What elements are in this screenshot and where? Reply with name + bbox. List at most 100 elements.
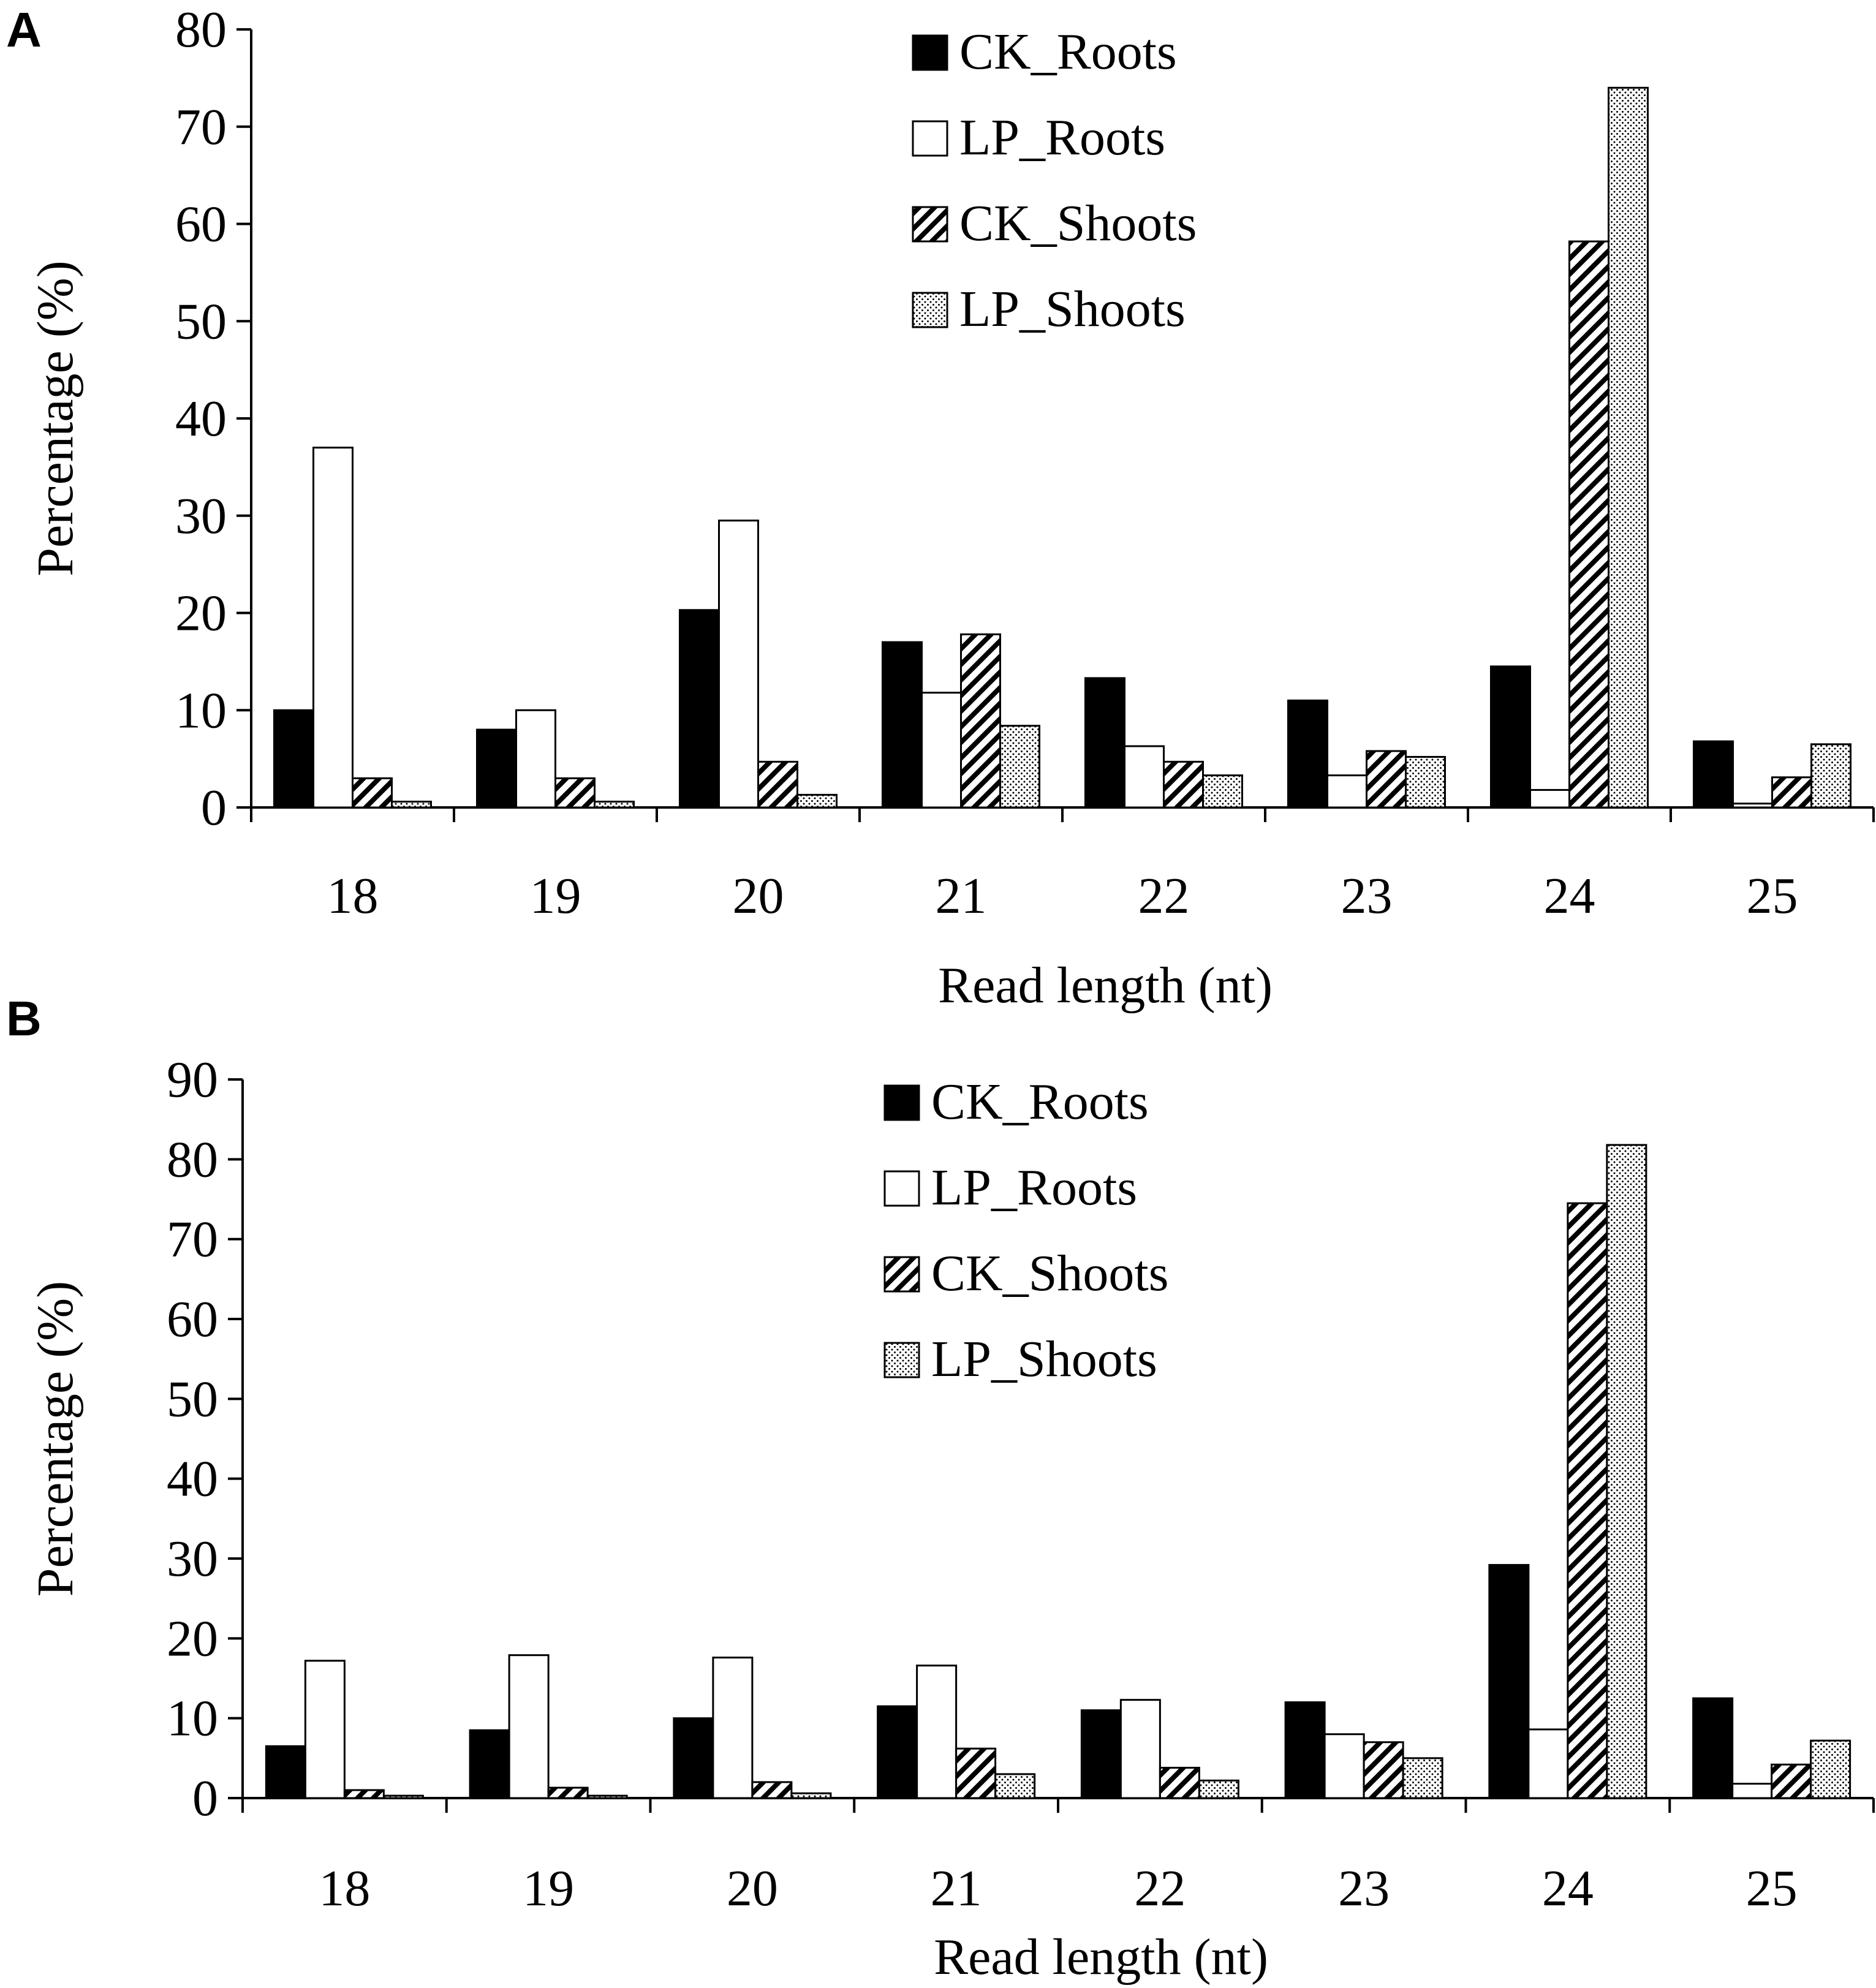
panel-b-bar-lp-shoots-19 (586, 1794, 628, 1799)
panel-b-x-tick-label: 21 (931, 1860, 982, 1917)
panel-b-y-axis-title: Percentage (%) (27, 1281, 84, 1597)
panel-a-bar-ck-shoots-19 (554, 777, 596, 809)
panel-a-bar-ck-shoots-24 (1568, 240, 1609, 809)
panel-a-y-tick-label: 20 (175, 585, 227, 642)
panel-a-x-tick-label: 25 (1747, 867, 1798, 924)
panel-a-x-tick-label: 22 (1138, 867, 1190, 924)
panel-b-bar-ck-shoots-25 (1771, 1763, 1812, 1799)
panel-b-legend-label-lp-roots: LP_Roots (931, 1159, 1137, 1216)
panel-a-bar-ck-roots-21 (882, 641, 923, 809)
panel-a-y-tick-label: 0 (201, 779, 227, 836)
panel-b-y-tick-label: 10 (167, 1690, 218, 1747)
panel-a-bar-lp-shoots-18 (391, 800, 432, 809)
panel-a-bar-lp-roots-19 (515, 709, 556, 809)
panel-a-y-tick-label: 10 (175, 682, 227, 739)
panel-a-bar-lp-shoots-23 (1405, 755, 1446, 809)
panel-b-bar-ck-roots-18 (265, 1745, 306, 1799)
panel-a-bar-ck-shoots-20 (757, 760, 798, 809)
panel-b-bar-lp-roots-24 (1527, 1728, 1569, 1799)
panel-b-bar-lp-roots-21 (916, 1665, 958, 1799)
panel-a-bar-ck-shoots-22 (1163, 760, 1204, 809)
panel-b-chart: B 0 10 20 30 40 50 60 70 80 90 18 19 20 21 22 23 24 25 Read… (6, 991, 1875, 1986)
panel-a-x-tick-label: 24 (1544, 867, 1595, 924)
panel-b-bar-ck-shoots-24 (1567, 1202, 1608, 1799)
panel-a-bar-lp-shoots-24 (1608, 86, 1649, 809)
panel-a-legend-label-ck-shoots: CK_Shoots (959, 195, 1197, 252)
panel-b-bar-lp-roots-19 (508, 1654, 550, 1799)
panel-b-x-tick-label: 25 (1746, 1860, 1798, 1917)
panel-b-letter: B (6, 991, 42, 1046)
panel-b-bar-ck-shoots-19 (547, 1786, 589, 1799)
panel-a-bar-ck-shoots-18 (352, 777, 393, 809)
panel-a-y-axis-title: Percentage (%) (27, 260, 84, 576)
panel-b-legend-swatch-lp-roots (883, 1170, 920, 1207)
panel-b-y-tick-label: 50 (167, 1370, 218, 1427)
panel-a-x-tick-label: 23 (1341, 867, 1393, 924)
panel-a-y-tick-label: 70 (175, 99, 227, 156)
panel-b-bar-lp-roots-22 (1119, 1699, 1161, 1799)
panel-b-y-tick-label: 40 (167, 1451, 218, 1508)
panel-a-bar-lp-shoots-20 (796, 793, 838, 809)
panel-b-y-tick-label: 0 (192, 1770, 218, 1827)
panel-b-bar-lp-shoots-18 (382, 1794, 424, 1799)
panel-a-legend-swatch-lp-shoots (912, 292, 948, 328)
panel-b-bar-ck-shoots-21 (955, 1747, 997, 1799)
panel-a-x-tick-label: 20 (733, 867, 784, 924)
panel-a-legend-label-lp-roots: LP_Roots (959, 109, 1165, 166)
panel-b-x-axis-title: Read length (nt) (934, 1929, 1268, 1986)
panel-a-bar-lp-roots-24 (1529, 788, 1570, 809)
panel-a-x-tick-label: 19 (530, 867, 581, 924)
panel-a-chart: A 0 10 20 30 40 50 60 70 80 18 19 20 21 22 23 24 25 Read l… (6, 1, 1875, 1014)
panel-b-y-tick-label: 20 (167, 1610, 218, 1667)
panel-b-legend-swatch-lp-shoots (883, 1342, 920, 1378)
panel-b-bar-ck-shoots-18 (343, 1789, 385, 1799)
panel-a-bar-lp-roots-23 (1326, 774, 1367, 809)
panel-a-bar-ck-roots-19 (476, 728, 517, 809)
panel-a-x-axis-title: Read length (nt) (938, 957, 1273, 1014)
panel-b-bar-lp-shoots-23 (1402, 1757, 1443, 1799)
panel-b-bar-lp-shoots-24 (1606, 1144, 1647, 1799)
panel-a-bar-ck-roots-20 (679, 609, 720, 809)
panel-b-x-tick-label: 24 (1542, 1860, 1594, 1917)
panel-b-bar-ck-roots-24 (1488, 1563, 1530, 1799)
panel-a-legend-swatch-lp-roots (912, 120, 948, 157)
panel-b-y-tick-label: 70 (167, 1211, 218, 1268)
panel-b-bar-ck-roots-22 (1080, 1709, 1122, 1799)
panel-b-legend-label-lp-shoots: LP_Shoots (931, 1331, 1157, 1388)
panel-b-x-tick-label: 23 (1338, 1860, 1390, 1917)
panel-a-bar-lp-roots-22 (1124, 745, 1165, 809)
panel-a-bar-lp-shoots-19 (594, 800, 635, 809)
panel-b-x-tick-label: 22 (1134, 1860, 1186, 1917)
panel-a-y-tick-label: 40 (175, 390, 227, 447)
panel-a-legend-label-lp-shoots: LP_Shoots (959, 281, 1186, 338)
panel-b-legend-swatch-ck-shoots (883, 1256, 920, 1293)
panel-b-bar-ck-shoots-23 (1363, 1741, 1404, 1799)
panel-b-bar-lp-shoots-20 (790, 1792, 832, 1799)
panel-b-bar-ck-roots-20 (673, 1717, 714, 1799)
panel-a-y-tick-label: 30 (175, 488, 227, 545)
panel-b-bar-ck-roots-21 (877, 1705, 918, 1799)
panel-a-bar-ck-shoots-25 (1771, 776, 1812, 809)
panel-b-bar-lp-roots-25 (1731, 1783, 1773, 1799)
panel-a-bar-ck-roots-25 (1693, 740, 1734, 809)
panel-b-legend-swatch-ck-roots (883, 1084, 920, 1121)
panel-a-bar-lp-roots-25 (1732, 803, 1773, 809)
panel-a-bar-ck-roots-24 (1490, 665, 1531, 809)
panel-a-bar-ck-roots-18 (273, 709, 314, 809)
panel-a-letter: A (6, 2, 42, 57)
panel-b-bar-ck-roots-19 (469, 1729, 510, 1799)
panel-b-bar-lp-roots-20 (712, 1657, 754, 1799)
panel-b-x-tick-label: 18 (319, 1860, 370, 1917)
panel-a-x-tick-label: 21 (936, 867, 987, 924)
panel-a-legend-swatch-ck-shoots (912, 206, 948, 243)
panel-b-bar-ck-roots-25 (1692, 1697, 1734, 1799)
panel-a-x-tick-label: 18 (327, 867, 379, 924)
panel-a-bar-ck-shoots-21 (960, 633, 1001, 809)
panel-a-legend-swatch-ck-roots (912, 34, 948, 71)
panel-b-y-tick-label: 90 (167, 1051, 218, 1108)
panel-a-bar-lp-shoots-21 (999, 725, 1040, 809)
panel-b-bar-ck-roots-23 (1284, 1701, 1326, 1799)
panel-a-bar-ck-shoots-23 (1366, 750, 1407, 809)
panel-b-legend-label-ck-roots: CK_Roots (931, 1073, 1149, 1130)
